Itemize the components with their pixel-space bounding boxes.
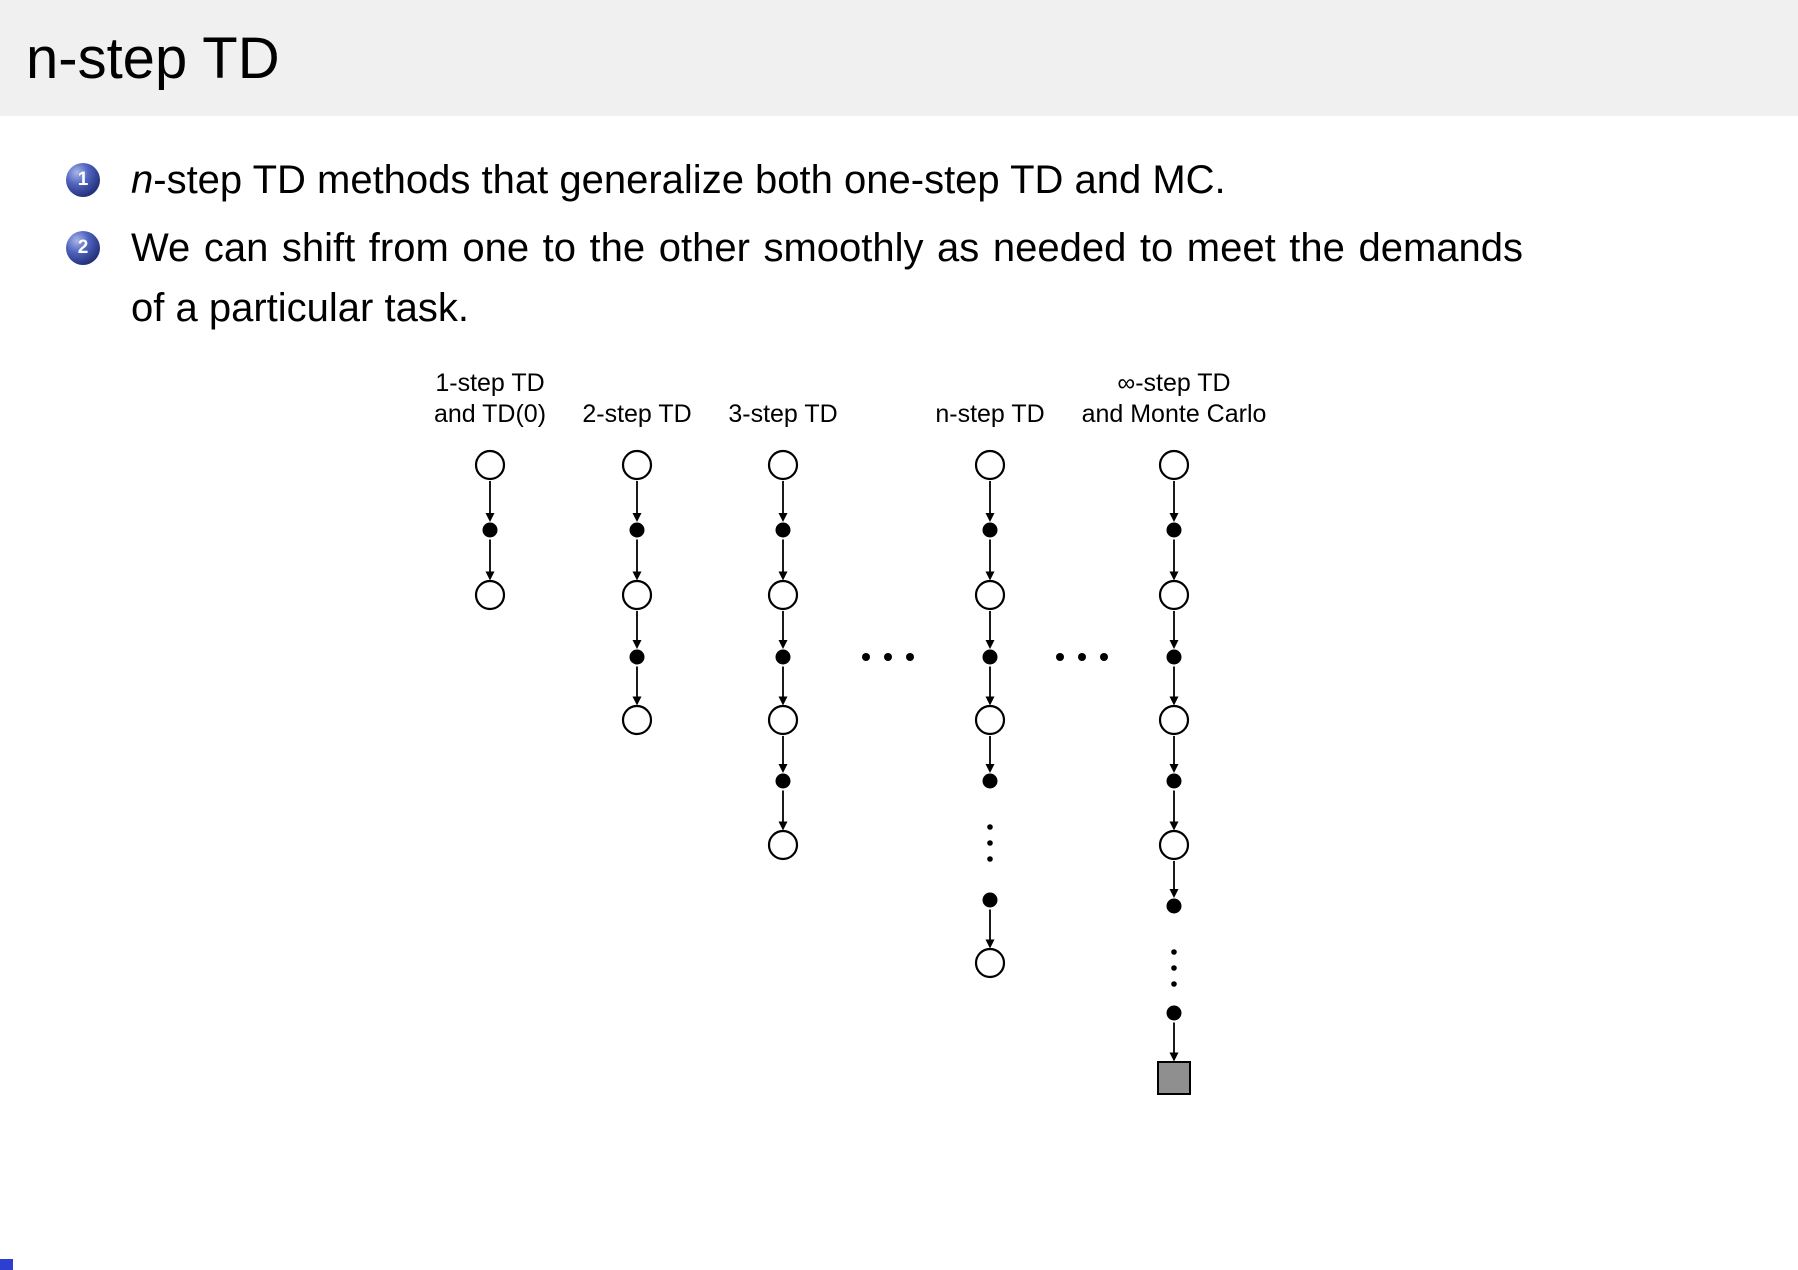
state-node [974,704,1006,736]
vertical-ellipsis-dot [1171,949,1177,955]
column-label: 1-step TD [435,369,544,397]
diagram-column-n-step-td: n-step TD [935,400,1045,979]
state-node [767,704,799,736]
vertical-ellipsis-dot [1171,981,1177,987]
action-node [482,522,498,538]
column-label: and Monte Carlo [1082,400,1267,428]
vertical-ellipsis-dot [987,856,993,862]
action-node [1166,649,1182,665]
vertical-ellipsis-dot [987,840,993,846]
slide-title-bar: n-step TD [0,0,1798,116]
state-node [621,704,653,736]
horizontal-ellipsis-dot [862,653,870,661]
horizontal-ellipsis-dot [884,653,892,661]
action-node [1166,898,1182,914]
enumeration-badge-1: 1 [66,163,100,197]
enumeration-badge-2: 2 [66,231,100,265]
column-label: ∞-step TD [1117,369,1230,397]
bullet-text-2: We can shift from one to the other smoot… [131,218,1523,338]
terminal-state-node [1157,1061,1191,1095]
column-label: 2-step TD [582,400,691,428]
action-node [629,649,645,665]
state-node [767,579,799,611]
state-node [621,449,653,481]
column-label: and TD(0) [434,400,546,428]
diagram-column-infinity-step-td: ∞-step TD and Monte Carlo [1082,369,1267,1095]
horizontal-ellipsis-dot [1100,653,1108,661]
action-node [775,773,791,789]
action-node [775,649,791,665]
action-node [982,773,998,789]
bullet-text-body-2: We can shift from one to the other smoot… [131,226,1523,330]
action-node [982,649,998,665]
state-node [1158,579,1190,611]
state-node [474,579,506,611]
state-node [974,449,1006,481]
bullet-item-2: 2 We can shift from one to the other smo… [66,218,1536,338]
state-node [621,579,653,611]
state-node [974,947,1006,979]
bullet-text-body-1: -step TD methods that generalize both on… [153,158,1226,202]
column-label: n-step TD [935,400,1044,428]
diagram-column-two-step-td: 2-step TD [582,400,692,736]
action-node [1166,773,1182,789]
vertical-ellipsis-dot [1171,965,1177,971]
slide-title: n-step TD [26,25,280,91]
state-node [767,829,799,861]
state-node [767,449,799,481]
state-node [1158,704,1190,736]
state-node [1158,829,1190,861]
action-node [775,522,791,538]
state-node [1158,449,1190,481]
horizontal-ellipsis-dot [906,653,914,661]
action-node [629,522,645,538]
vertical-ellipsis-dot [987,824,993,830]
bullet-list: 1 n-step TD methods that generalize both… [66,150,1536,338]
horizontal-ellipsis [862,653,914,661]
diagram-column-one-step-td: 1-step TD and TD(0) [434,369,546,611]
horizontal-ellipsis [1056,653,1108,661]
italic-lead-1: n [131,158,154,202]
enumeration-number-2: 2 [77,237,89,258]
state-node [474,449,506,481]
backup-diagram: 1-step TD and TD(0) 2-step TD 3-step TD n-st… [434,369,1267,1095]
horizontal-ellipsis-dot [1056,653,1064,661]
horizontal-ellipsis-dot [1078,653,1086,661]
state-node [974,579,1006,611]
bullet-item-1: 1 n-step TD methods that generalize both… [66,150,1536,210]
diagram-column-three-step-td: 3-step TD [728,400,838,861]
bullet-text-1: n-step TD methods that generalize both o… [131,150,1523,210]
enumeration-number-1: 1 [77,169,89,190]
action-node [1166,522,1182,538]
action-node [982,892,998,908]
column-label: 3-step TD [728,400,837,428]
action-node [982,522,998,538]
action-node [1166,1005,1182,1021]
footer-accent [0,1259,13,1270]
